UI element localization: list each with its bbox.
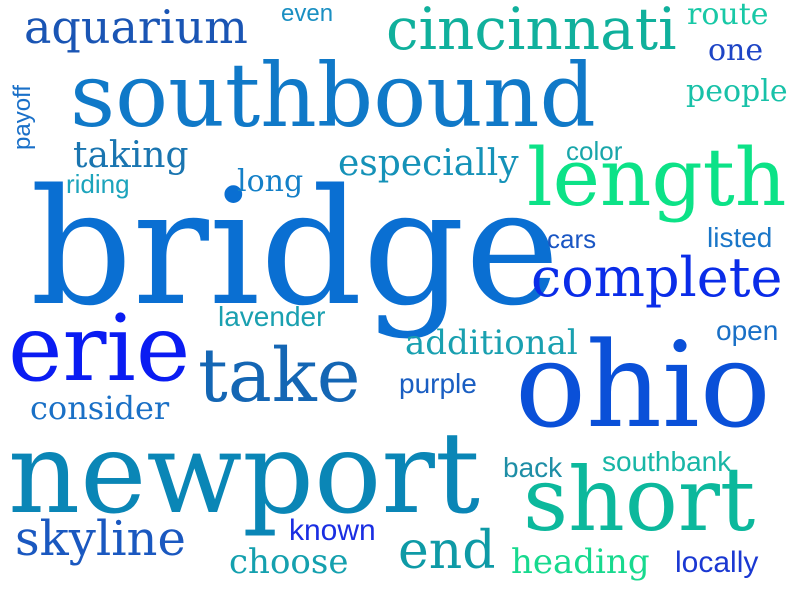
- word-listed: listed: [707, 222, 773, 253]
- word-southbank: southbank: [602, 446, 732, 477]
- word-color: color: [566, 136, 623, 166]
- word-purple: purple: [399, 368, 477, 399]
- word-consider: consider: [30, 389, 170, 427]
- word-route: route: [687, 0, 769, 32]
- word-length: length: [527, 131, 787, 224]
- word-especially: especially: [338, 143, 519, 184]
- word-choose: choose: [229, 542, 349, 582]
- word-ohio: ohio: [515, 316, 771, 454]
- word-one: one: [708, 33, 764, 68]
- word-erie: erie: [8, 295, 191, 402]
- word-short: short: [523, 448, 756, 551]
- word-known: known: [289, 514, 376, 547]
- word-southbound: southbound: [70, 44, 596, 147]
- word-lavender: lavender: [218, 301, 326, 332]
- word-bridge: bridge: [30, 154, 560, 341]
- word-even: even: [281, 0, 334, 27]
- word-cincinnati: cincinnati: [386, 0, 677, 63]
- word-complete: complete: [531, 246, 783, 309]
- word-additional: additional: [405, 323, 578, 363]
- word-heading: heading: [511, 542, 650, 582]
- word-payoff: payoff: [9, 85, 36, 150]
- word-open: open: [716, 315, 779, 346]
- word-take: take: [198, 333, 361, 419]
- word-locally: locally: [675, 546, 759, 579]
- word-taking: taking: [73, 135, 189, 176]
- word-back: back: [503, 452, 563, 483]
- word-long: long: [237, 164, 304, 199]
- word-newport: newport: [8, 409, 480, 539]
- word-aquarium: aquarium: [24, 0, 248, 54]
- word-riding: riding: [66, 169, 130, 199]
- word-people: people: [686, 74, 788, 109]
- word-skyline: skyline: [15, 511, 186, 567]
- word-end: end: [398, 521, 496, 581]
- word-cars: cars: [547, 224, 597, 254]
